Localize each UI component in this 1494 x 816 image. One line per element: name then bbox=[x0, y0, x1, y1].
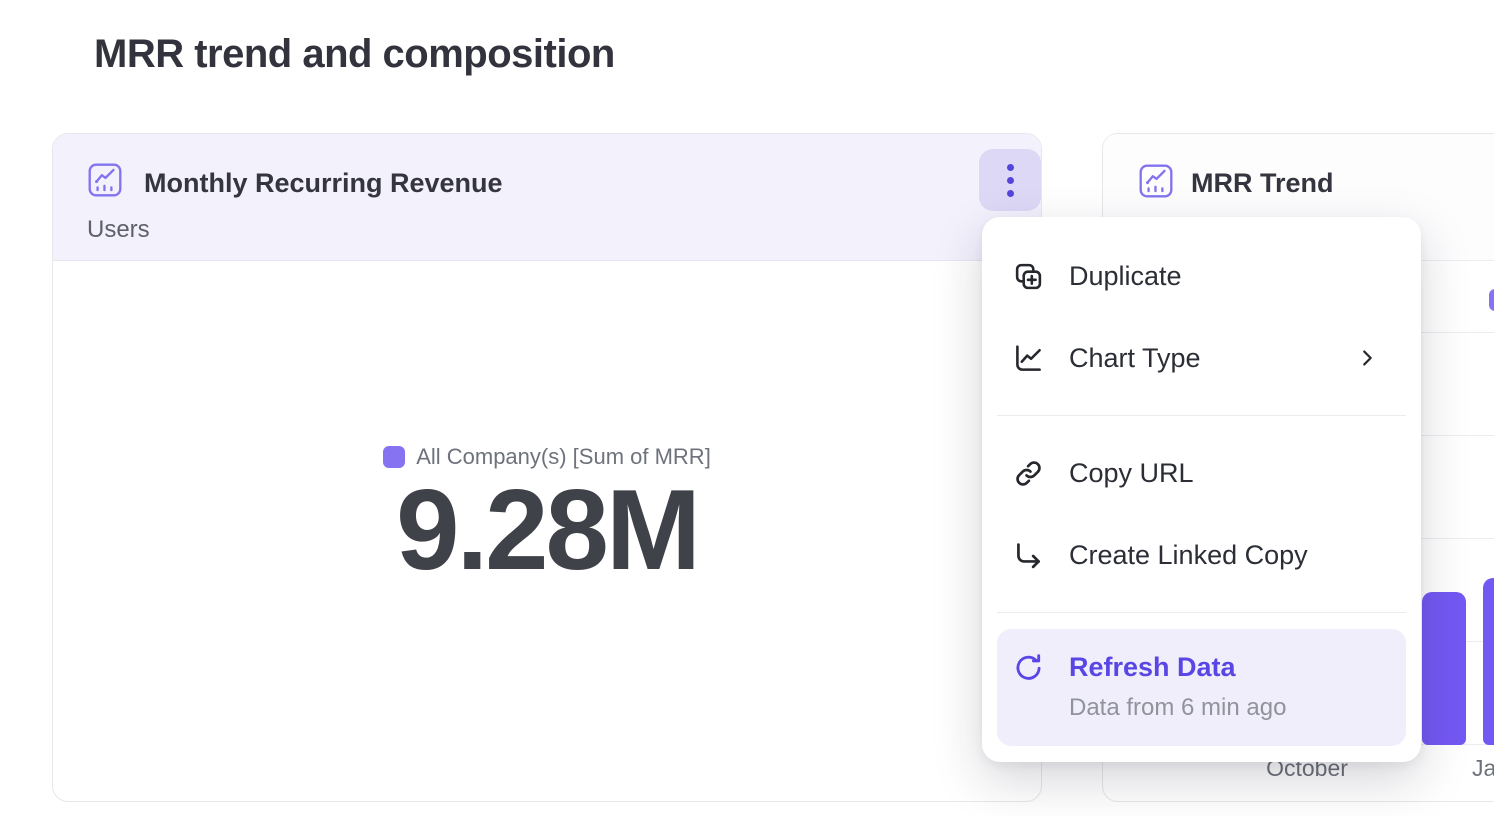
menu-item-label: Copy URL bbox=[1069, 457, 1194, 488]
menu-item-chart-type[interactable]: Chart Type bbox=[997, 317, 1406, 399]
page-title: MRR trend and composition bbox=[94, 32, 615, 76]
legend-swatch-icon bbox=[1489, 289, 1494, 311]
legend-label: All Company(s) [Sum of MRR] bbox=[416, 444, 711, 469]
duplicate-icon bbox=[1013, 261, 1044, 292]
menu-item-label: Refresh Data bbox=[1069, 652, 1236, 682]
legend-swatch-icon bbox=[383, 446, 406, 468]
copy-url-icon bbox=[1013, 458, 1044, 489]
mrr-value: 9.28M bbox=[396, 467, 701, 594]
menu-item-create-linked-copy[interactable]: Create Linked Copy bbox=[997, 514, 1406, 596]
menu-item-label: Chart Type bbox=[1069, 342, 1201, 373]
mrr-card-body: All Company(s) [Sum of MRR] 9.28M bbox=[53, 247, 1041, 787]
mrr-card-title: Monthly Recurring Revenue bbox=[144, 168, 503, 198]
mrr-card-subtitle: Users bbox=[87, 216, 150, 243]
refresh-icon bbox=[1013, 652, 1044, 683]
chart-widget-icon bbox=[1139, 164, 1173, 198]
menu-item-label: Duplicate bbox=[1069, 260, 1182, 291]
mrr-card: Monthly Recurring Revenue Users All Comp… bbox=[52, 133, 1042, 802]
chart-type-icon bbox=[1013, 343, 1044, 374]
create-linked-copy-icon bbox=[1013, 540, 1044, 571]
menu-item-duplicate[interactable]: Duplicate bbox=[997, 235, 1406, 317]
menu-divider bbox=[997, 612, 1406, 613]
card-options-button[interactable] bbox=[979, 149, 1041, 211]
x-axis-label-january: Ja bbox=[1472, 755, 1494, 781]
bar-december[interactable] bbox=[1422, 592, 1466, 745]
mrr-legend: All Company(s) [Sum of MRR] bbox=[383, 444, 711, 470]
refresh-freshness-text: Data from 6 min ago bbox=[1069, 694, 1287, 721]
menu-item-refresh-data[interactable]: Refresh Data Data from 6 min ago bbox=[997, 629, 1406, 746]
menu-item-label: Create Linked Copy bbox=[1069, 539, 1308, 570]
mrr-trend-card-title: MRR Trend bbox=[1191, 168, 1334, 198]
card-options-menu: Duplicate Chart Type Copy URL bbox=[982, 217, 1421, 762]
submenu-chevron-icon bbox=[1363, 350, 1372, 366]
chart-widget-icon bbox=[88, 163, 122, 197]
mrr-card-header: Monthly Recurring Revenue Users bbox=[53, 134, 1041, 261]
menu-item-copy-url[interactable]: Copy URL bbox=[997, 432, 1406, 514]
bar-january[interactable] bbox=[1483, 578, 1494, 745]
menu-divider bbox=[997, 415, 1406, 416]
